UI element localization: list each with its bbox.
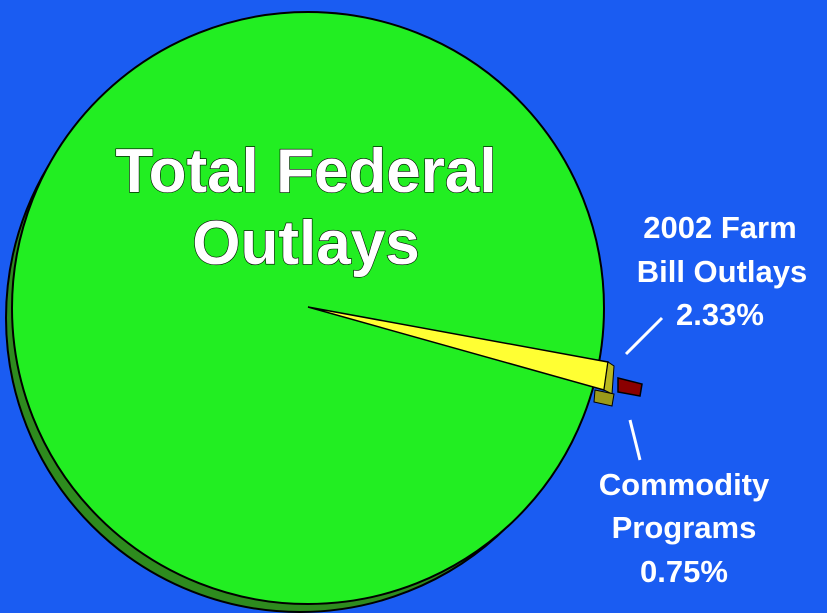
farm-bill-leader-line — [624, 316, 664, 356]
commodity-label-line-2: Programs — [612, 510, 757, 545]
farm-bill-label-line-2: Bill Outlays — [637, 254, 808, 289]
pie-center-label-line-1: Total Federal — [115, 137, 496, 206]
commodity-label-value: 0.75% — [640, 554, 728, 589]
pie-slice-total-federal-outlays — [11, 11, 605, 605]
farm-bill-label-line-1: 2002 Farm — [643, 210, 796, 245]
farm-bill-label-value: 2.33% — [676, 297, 764, 332]
pie-slice-farm-bill-outlays-side — [593, 389, 615, 407]
commodity-label-line-1: Commodity — [599, 467, 770, 502]
pie-center-label-line-2: Outlays — [192, 209, 419, 278]
pie-slice-commodity-programs — [617, 377, 643, 397]
commodity-leader-line — [628, 419, 642, 461]
